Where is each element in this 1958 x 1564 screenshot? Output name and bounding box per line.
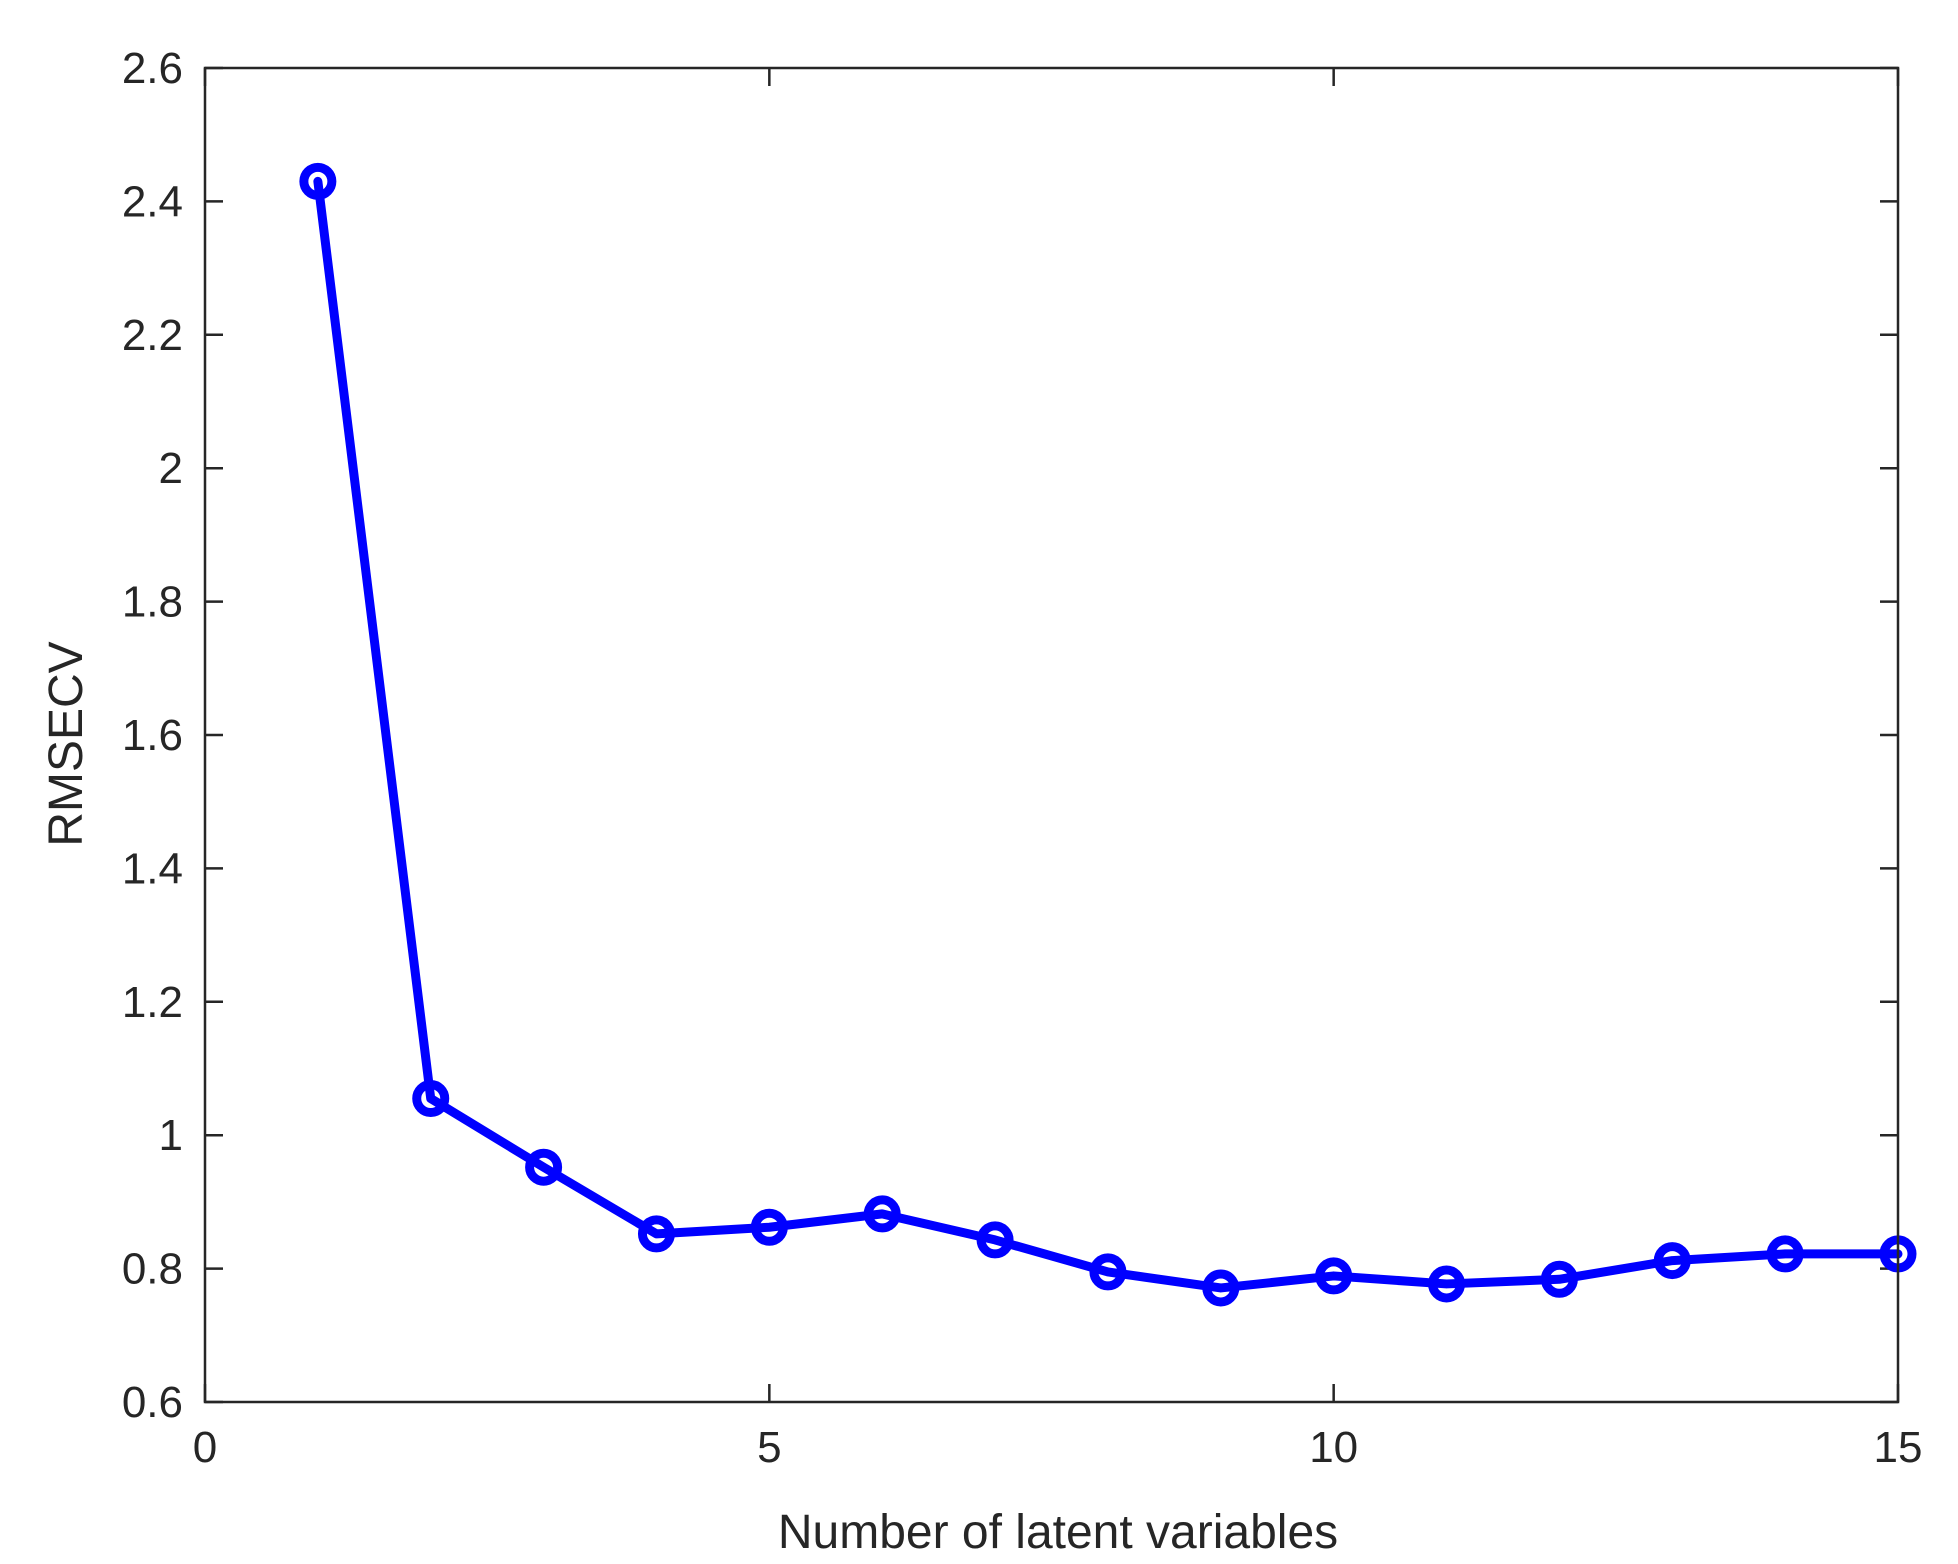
series-line: [313, 176, 1903, 1293]
y-tick-label: 1.8: [122, 578, 183, 627]
data-point: [299, 162, 337, 200]
data-point: [1428, 1265, 1466, 1303]
data-point: [525, 1148, 563, 1186]
data-point: [1540, 1260, 1578, 1298]
y-tick-label: 0.8: [122, 1245, 183, 1294]
y-tick-label: 1.4: [122, 844, 183, 893]
axis-tick-labels: 0 5 10 15 0.6 0.8 1 1.2 1.4 1.6 1.8 2 2.2 2.4 2.6: [122, 44, 1923, 1472]
y-tick-label: 1.2: [122, 978, 183, 1027]
y-tick-label: 2.4: [122, 177, 183, 226]
data-point: [863, 1195, 901, 1233]
y-axis-label: RMSECV: [40, 641, 93, 846]
y-tick-label: 2.6: [122, 44, 183, 93]
data-point: [1653, 1242, 1691, 1280]
x-tick-label: 10: [1309, 1423, 1358, 1472]
data-point: [1089, 1253, 1127, 1291]
data-point: [412, 1080, 450, 1118]
y-tick-label: 0.6: [122, 1378, 183, 1427]
data-point: [1315, 1257, 1353, 1295]
x-tick-label: 0: [193, 1423, 217, 1472]
y-tick-label: 2: [159, 444, 183, 493]
data-point: [637, 1215, 675, 1253]
data-point: [750, 1208, 788, 1246]
x-axis-label: Number of latent variables: [778, 1506, 1338, 1559]
series-layer: [299, 162, 1917, 1307]
data-point: [976, 1221, 1014, 1259]
data-point: [1766, 1235, 1804, 1273]
y-tick-label: 2.2: [122, 311, 183, 360]
x-tick-label: 5: [757, 1423, 781, 1472]
y-tick-label: 1.6: [122, 711, 183, 760]
x-tick-label: 15: [1874, 1423, 1923, 1472]
plot-frame: [203, 66, 1900, 1404]
data-point: [1202, 1269, 1240, 1307]
y-tick-label: 1: [159, 1111, 183, 1160]
